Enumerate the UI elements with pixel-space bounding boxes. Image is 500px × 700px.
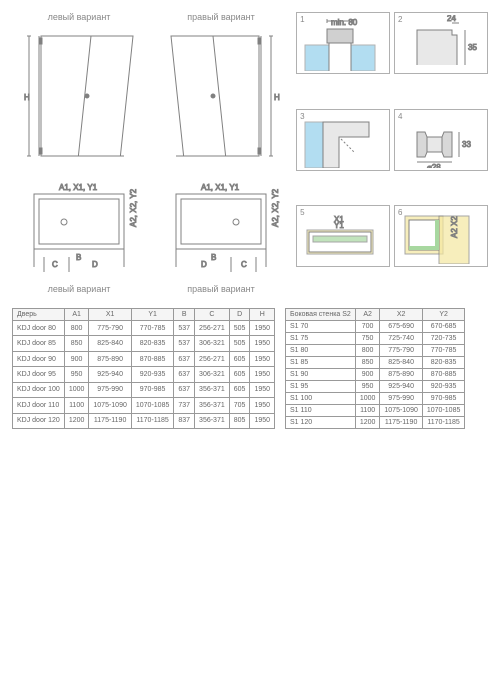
table-row: KDJ door 80800775-790770-785537256-27150… bbox=[13, 321, 275, 336]
table-row: S1 85850825-840820-835 bbox=[286, 357, 465, 369]
detail-5: 5 X1 Y1 bbox=[296, 205, 390, 267]
label-left: левый вариант bbox=[19, 12, 139, 22]
svg-text:C: C bbox=[52, 260, 58, 269]
table-row: S1 80800775-790770-785 bbox=[286, 345, 465, 357]
table-row: KDJ door 85850825-840820-835537306-32150… bbox=[13, 336, 275, 351]
door-right-variant: правый вариант bbox=[161, 12, 281, 176]
tray-right-svg: A1, X1, Y1 A2, X2, Y2 D C B bbox=[156, 182, 286, 282]
svg-text:⌀28: ⌀28 bbox=[427, 163, 441, 168]
tray-label-left: левый вариант bbox=[14, 284, 144, 294]
col-header: A2 bbox=[355, 309, 380, 321]
col-header: Боковая стенка S2 bbox=[286, 309, 356, 321]
svg-text:B: B bbox=[211, 253, 216, 262]
door-left-svg: H bbox=[19, 26, 139, 176]
svg-text:C: C bbox=[241, 260, 247, 269]
detail-2: 2 24 35 bbox=[394, 12, 488, 74]
svg-text:D: D bbox=[92, 260, 98, 269]
detail-num-1: 1 bbox=[300, 15, 304, 24]
detail-num-2: 2 bbox=[398, 15, 402, 24]
table-doors: ДверьA1X1Y1BCDH KDJ door 80800775-790770… bbox=[12, 308, 275, 429]
col-header: Y1 bbox=[131, 309, 173, 321]
svg-text:A2, X2, Y2: A2, X2, Y2 bbox=[129, 188, 138, 227]
diagrams-area: левый вариант bbox=[12, 12, 488, 298]
table-row: S1 90900875-890870-885 bbox=[286, 369, 465, 381]
svg-text:D: D bbox=[201, 260, 207, 269]
svg-text:A1, X1, Y1: A1, X1, Y1 bbox=[59, 183, 98, 192]
detail-num-4: 4 bbox=[398, 112, 402, 121]
table-row: KDJ door 90900875-890870-885637256-27160… bbox=[13, 351, 275, 366]
tray-right: A1, X1, Y1 A2, X2, Y2 D C B bbox=[156, 182, 286, 298]
col-header: Y2 bbox=[422, 309, 464, 321]
svg-text:min. 80: min. 80 bbox=[331, 18, 358, 27]
table-sidewall: Боковая стенка S2A2X2Y2 S1 70700675-6906… bbox=[285, 308, 465, 429]
detail-grid: 1 min. 80 2 24 35 bbox=[296, 12, 488, 298]
col-header: H bbox=[250, 309, 275, 321]
table-row: S1 70700675-690670-685 bbox=[286, 321, 465, 333]
detail-1: 1 min. 80 bbox=[296, 12, 390, 74]
tables-row: ДверьA1X1Y1BCDH KDJ door 80800775-790770… bbox=[12, 308, 488, 429]
tray-left-svg: A1, X1, Y1 A2, X2, Y2 C D B bbox=[14, 182, 144, 282]
doors-row: левый вариант bbox=[12, 12, 288, 176]
table-row: KDJ door 11011001075-10901070-1085737356… bbox=[13, 398, 275, 413]
col-header: X2 bbox=[380, 309, 422, 321]
table-row: S1 12012001175-11901170-1185 bbox=[286, 417, 465, 429]
svg-text:A2, X2, Y2: A2, X2, Y2 bbox=[271, 188, 280, 227]
col-header: Дверь bbox=[13, 309, 65, 321]
table-row: S1 1001000975-990970-985 bbox=[286, 393, 465, 405]
svg-text:H: H bbox=[24, 93, 30, 102]
svg-text:H: H bbox=[274, 93, 280, 102]
detail-4: 4 ⌀28 33 bbox=[394, 109, 488, 171]
svg-text:24: 24 bbox=[447, 15, 456, 23]
table-row: KDJ door 1001000975-990970-985637356-371… bbox=[13, 382, 275, 397]
detail-num-6: 6 bbox=[398, 208, 402, 217]
table-row: KDJ door 95950925-940920-935637306-32160… bbox=[13, 367, 275, 382]
door-left-variant: левый вариант bbox=[19, 12, 139, 176]
table-row: KDJ door 12012001175-11901170-1185837356… bbox=[13, 413, 275, 428]
table-row: S1 11011001075-10901070-1085 bbox=[286, 405, 465, 417]
svg-text:Y1: Y1 bbox=[334, 221, 344, 230]
svg-text:A1, X1, Y1: A1, X1, Y1 bbox=[201, 183, 240, 192]
table-row: S1 95950925-940920-935 bbox=[286, 381, 465, 393]
detail-num-3: 3 bbox=[300, 112, 304, 121]
detail-3: 3 bbox=[296, 109, 390, 171]
col-header: A1 bbox=[64, 309, 89, 321]
detail-6: 6 A2 X2 bbox=[394, 205, 488, 267]
left-diagrams: левый вариант bbox=[12, 12, 288, 298]
tray-label-right: правый вариант bbox=[156, 284, 286, 294]
detail-num-5: 5 bbox=[300, 208, 304, 217]
col-header: D bbox=[229, 309, 250, 321]
page: левый вариант bbox=[12, 12, 488, 429]
door-right-svg: H bbox=[161, 26, 281, 176]
trays-row: A1, X1, Y1 A2, X2, Y2 C D B bbox=[12, 182, 288, 298]
label-right: правый вариант bbox=[161, 12, 281, 22]
tray-left: A1, X1, Y1 A2, X2, Y2 C D B bbox=[14, 182, 144, 298]
col-header: C bbox=[195, 309, 230, 321]
svg-text:A2 X2: A2 X2 bbox=[450, 216, 459, 238]
col-header: X1 bbox=[89, 309, 131, 321]
table-row: S1 75750725-740720-735 bbox=[286, 333, 465, 345]
svg-text:35: 35 bbox=[468, 43, 477, 52]
col-header: B bbox=[174, 309, 195, 321]
svg-text:B: B bbox=[76, 253, 81, 262]
svg-text:33: 33 bbox=[462, 140, 471, 149]
